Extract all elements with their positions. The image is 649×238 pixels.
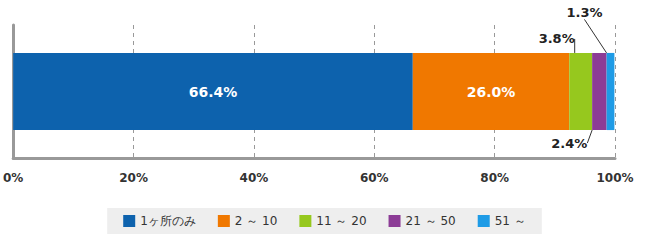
svg-text:21 ～ 50: 21 ～ 50	[406, 214, 456, 228]
svg-text:60%: 60%	[360, 171, 389, 185]
svg-text:66.4%: 66.4%	[189, 84, 238, 100]
svg-text:2 ～ 10: 2 ～ 10	[235, 214, 278, 228]
svg-text:80%: 80%	[480, 171, 509, 185]
svg-text:100%: 100%	[596, 171, 633, 185]
svg-text:0%: 0%	[3, 171, 23, 185]
svg-text:11 ～ 20: 11 ～ 20	[316, 214, 366, 228]
svg-text:20%: 20%	[119, 171, 148, 185]
svg-text:40%: 40%	[240, 171, 269, 185]
svg-text:51 ～: 51 ～	[495, 214, 526, 228]
svg-text:1.3%: 1.3%	[566, 5, 602, 20]
svg-text:26.0%: 26.0%	[467, 84, 516, 100]
svg-text:3.8%: 3.8%	[539, 31, 575, 46]
svg-text:1ヶ所のみ: 1ヶ所のみ	[140, 214, 196, 228]
svg-text:2.4%: 2.4%	[551, 136, 587, 151]
